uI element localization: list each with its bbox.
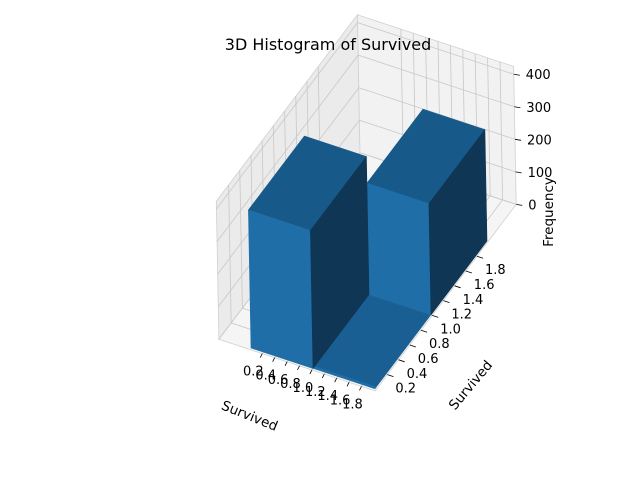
y-tick-label: 0.8	[429, 337, 450, 352]
tick-mark	[272, 357, 276, 362]
tick-mark	[297, 365, 300, 371]
y-tick-label: 1.4	[463, 293, 484, 308]
tick-mark	[309, 369, 313, 375]
axes: 0.20.40.60.81.01.21.41.61.80.20.40.60.81…	[243, 68, 552, 412]
z-gridline	[216, 54, 515, 242]
x-tick-label: 0.2	[243, 365, 264, 380]
x-tick-label: 1.0	[293, 381, 314, 396]
x-tick-label: 1.8	[342, 397, 363, 412]
bar-front	[248, 209, 314, 369]
x-tick-label: 0.6	[268, 373, 289, 388]
tick-mark	[420, 329, 428, 333]
tick-mark	[432, 315, 439, 318]
tick-mark	[359, 386, 362, 391]
y-tick-label: 1.6	[474, 278, 495, 293]
x-tick-label: 1.2	[305, 385, 326, 400]
y-tick-label: 0.2	[395, 382, 416, 397]
z-tick-label: 400	[526, 68, 551, 83]
z-tick-label: 0	[528, 198, 536, 213]
bars	[248, 108, 488, 369]
chart-title: 3D Histogram of Survived	[225, 35, 431, 54]
z-tick-label: 200	[527, 133, 552, 148]
z-axis-label: Frequency	[541, 177, 557, 247]
tick-mark	[284, 361, 288, 366]
y-tick-label: 0.6	[418, 352, 439, 367]
y-tick-label: 0.4	[407, 367, 428, 382]
y-tick-label: 1.2	[451, 308, 472, 323]
tick-mark	[516, 204, 523, 206]
tick-mark	[443, 300, 450, 303]
bar	[248, 135, 370, 369]
x-tick-label: 0.4	[255, 369, 276, 384]
tick-mark	[409, 344, 416, 348]
bar-side	[310, 156, 370, 369]
tick-mark	[513, 73, 520, 76]
bar-side	[428, 129, 488, 316]
x-tick-label: 1.4	[317, 389, 338, 404]
tick-mark	[398, 359, 405, 363]
tick-mark	[346, 382, 350, 387]
z-tick-label: 100	[528, 166, 553, 181]
x-axis-label: Survived	[219, 398, 280, 435]
tick-mark	[321, 373, 325, 379]
z-gridline	[216, 22, 514, 210]
bar-front	[366, 182, 432, 316]
tick-mark	[259, 353, 263, 358]
y-tick-label: 1.0	[440, 322, 461, 337]
tick-mark	[465, 270, 472, 274]
tick-mark	[515, 171, 522, 174]
tick-mark	[334, 378, 338, 383]
tick-mark	[514, 138, 522, 141]
x-tick-label: 1.6	[330, 393, 351, 408]
z-tick-label: 300	[526, 101, 551, 116]
tick-mark	[514, 106, 521, 109]
tick-mark	[476, 255, 484, 259]
bar	[366, 108, 488, 316]
y-tick-label: 1.8	[485, 263, 506, 278]
tick-mark	[387, 374, 394, 377]
y-axis-label: Survived	[446, 358, 496, 414]
x-tick-label: 0.8	[280, 377, 301, 392]
tick-mark	[454, 285, 461, 289]
